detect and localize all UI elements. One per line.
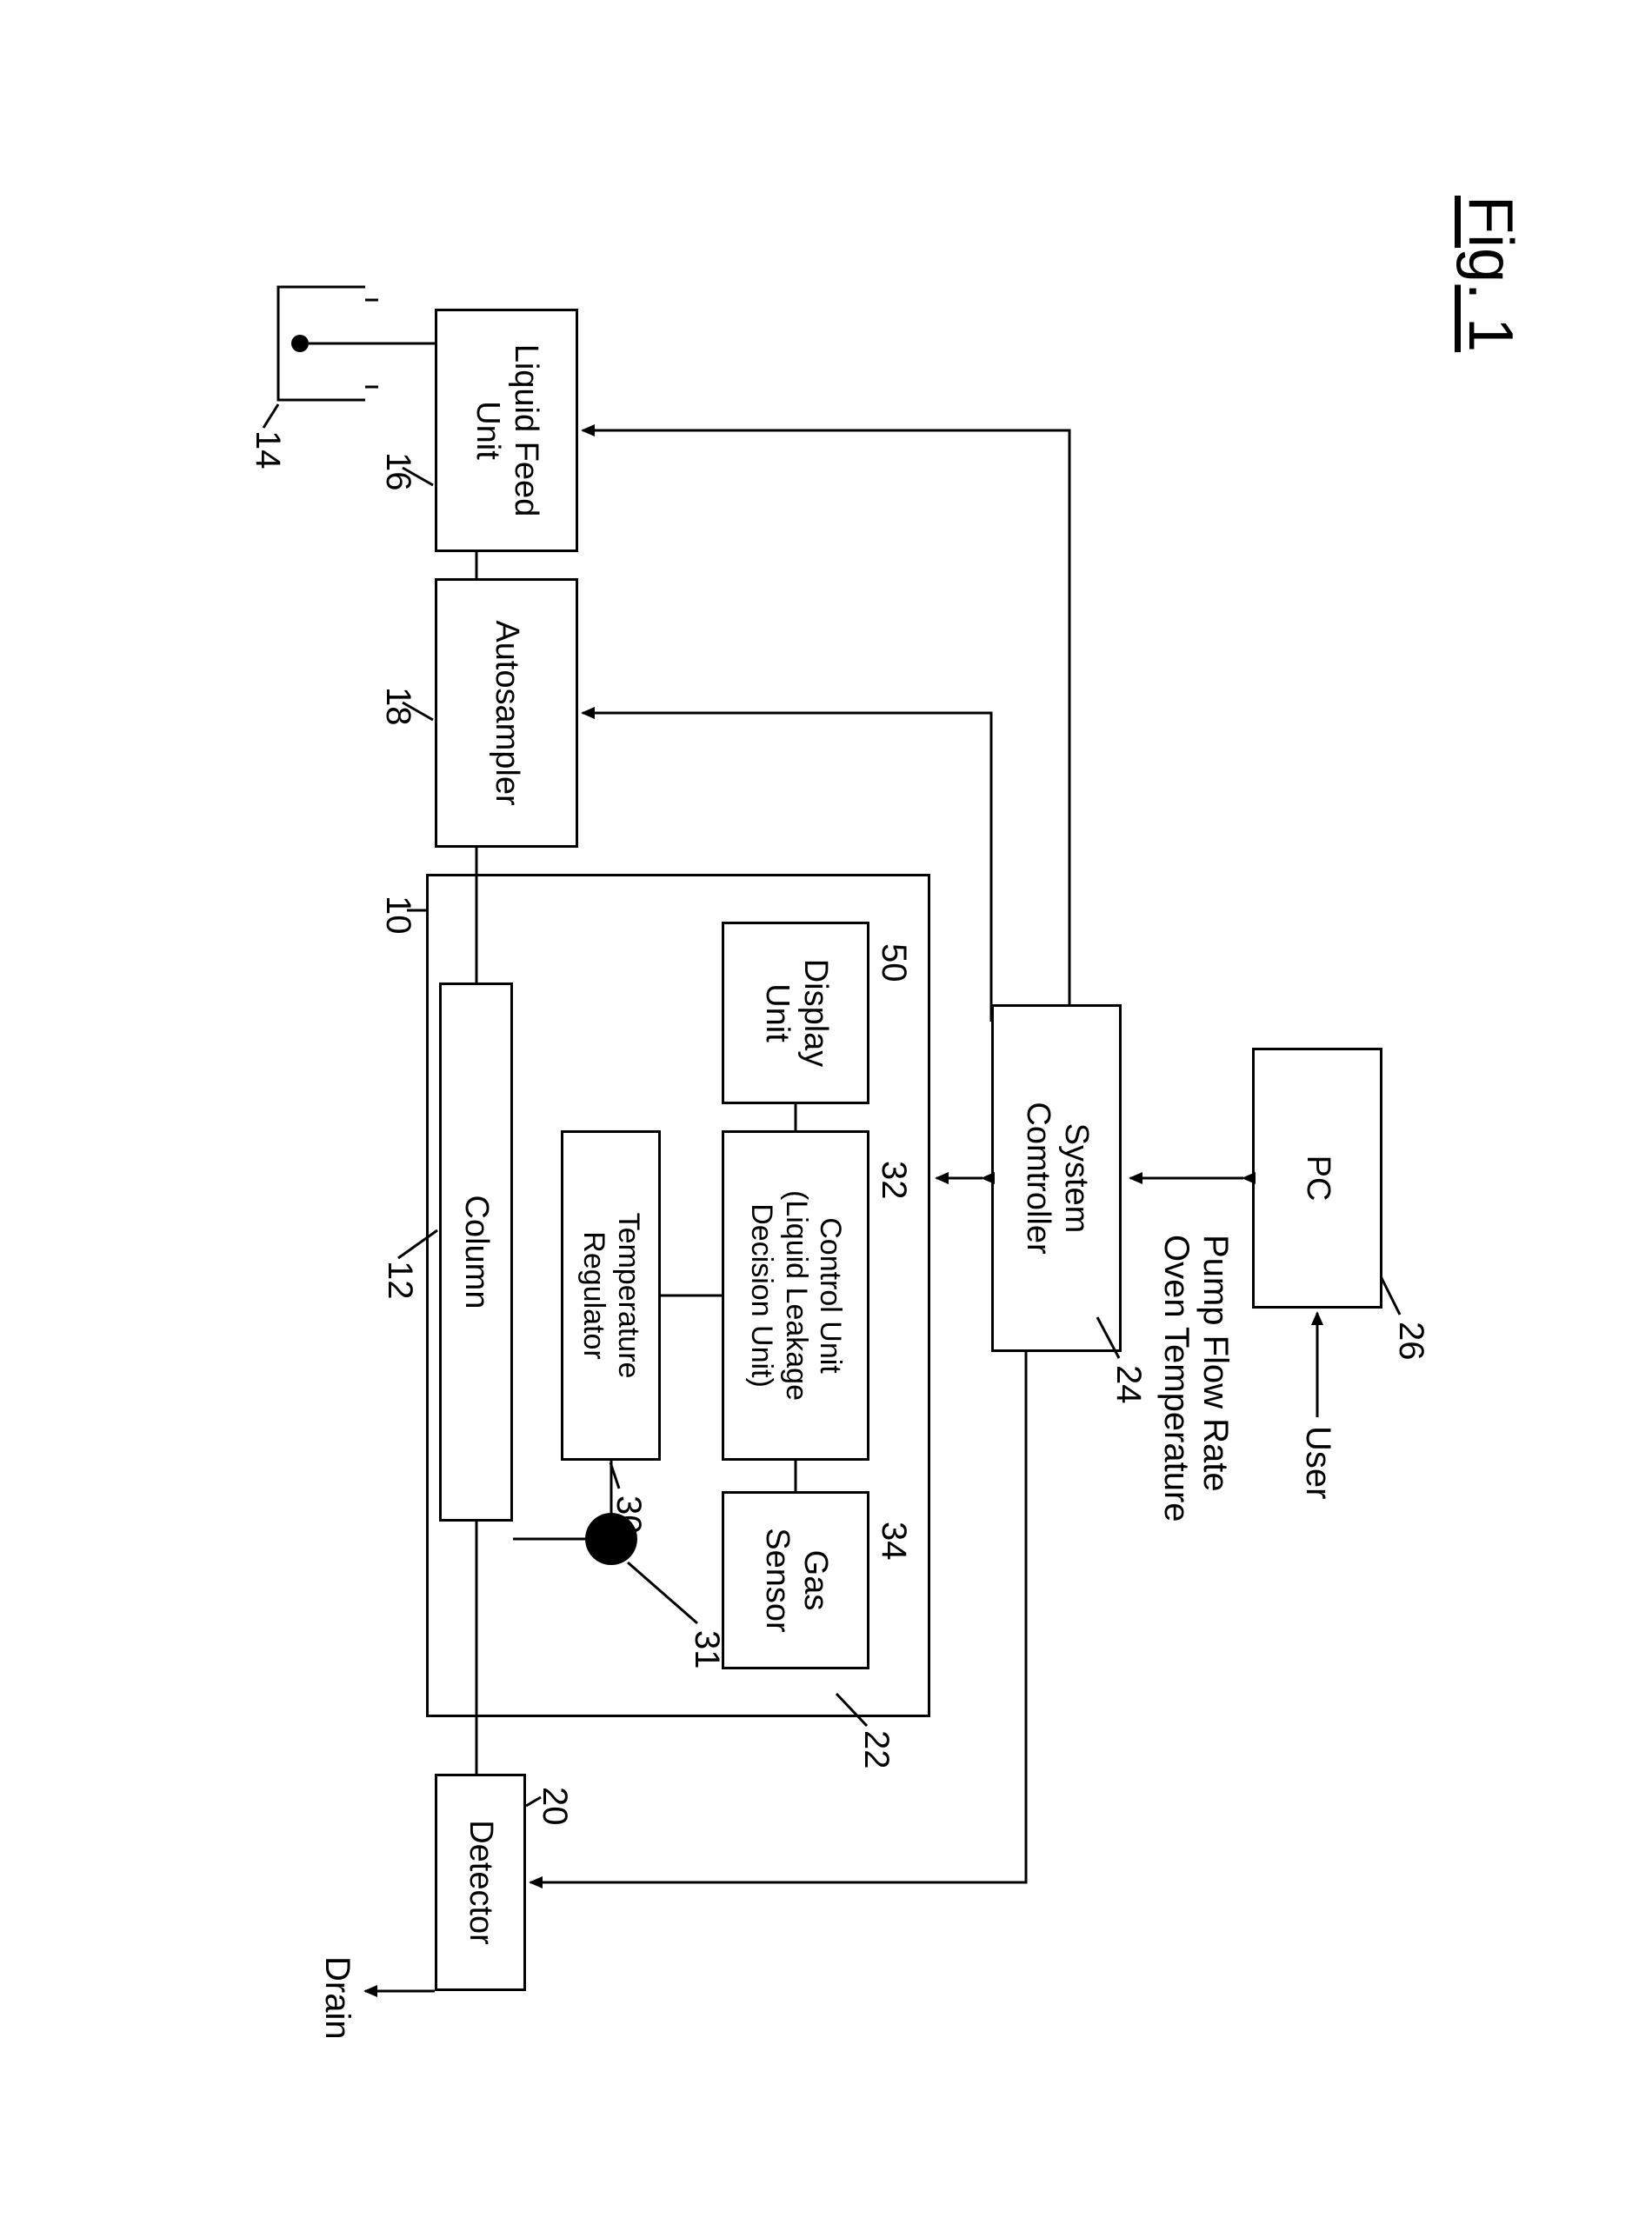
- leader-24: [1097, 1317, 1119, 1358]
- solvent-bottle-icon: [278, 287, 435, 400]
- edge-sys-detector: [530, 1352, 1026, 1882]
- leader-31: [628, 1562, 697, 1623]
- leader-20: [526, 1797, 541, 1806]
- leader-18: [403, 703, 433, 720]
- edge-sys-liquid: [583, 430, 1069, 1004]
- leader-16: [403, 468, 433, 485]
- leader-12: [398, 1230, 437, 1258]
- leader-22: [836, 1694, 867, 1726]
- leader-14: [263, 404, 278, 428]
- heater-circle: [585, 1513, 637, 1565]
- edge-sys-auto: [583, 713, 991, 1022]
- wiring-svg: [0, 0, 1652, 2218]
- leader-26: [1381, 1276, 1400, 1315]
